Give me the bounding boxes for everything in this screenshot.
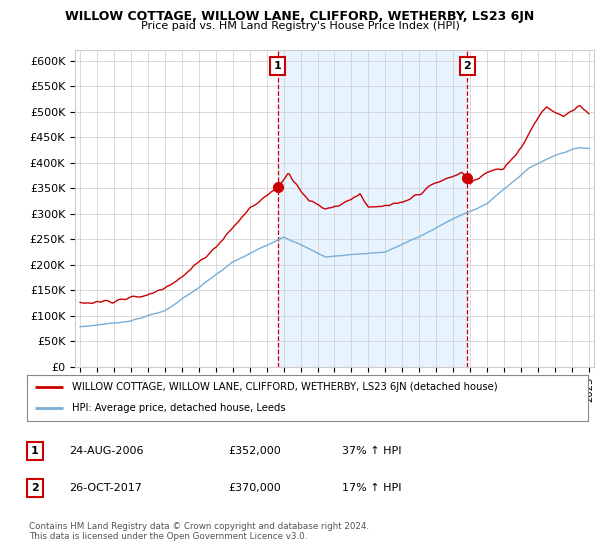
Text: Contains HM Land Registry data © Crown copyright and database right 2024.
This d: Contains HM Land Registry data © Crown c… xyxy=(29,522,369,542)
Text: 1: 1 xyxy=(31,446,38,456)
Text: WILLOW COTTAGE, WILLOW LANE, CLIFFORD, WETHERBY, LS23 6JN: WILLOW COTTAGE, WILLOW LANE, CLIFFORD, W… xyxy=(65,10,535,23)
Bar xyxy=(278,50,467,367)
Text: 24-AUG-2006: 24-AUG-2006 xyxy=(69,446,143,456)
Text: 37% ↑ HPI: 37% ↑ HPI xyxy=(342,446,401,456)
Text: 17% ↑ HPI: 17% ↑ HPI xyxy=(342,483,401,493)
Text: WILLOW COTTAGE, WILLOW LANE, CLIFFORD, WETHERBY, LS23 6JN (detached house): WILLOW COTTAGE, WILLOW LANE, CLIFFORD, W… xyxy=(72,382,497,391)
Text: 2: 2 xyxy=(463,60,471,71)
Text: Price paid vs. HM Land Registry's House Price Index (HPI): Price paid vs. HM Land Registry's House … xyxy=(140,21,460,31)
Text: 26-OCT-2017: 26-OCT-2017 xyxy=(69,483,142,493)
Text: 1: 1 xyxy=(274,60,281,71)
Text: £370,000: £370,000 xyxy=(228,483,281,493)
Text: £352,000: £352,000 xyxy=(228,446,281,456)
Text: 2: 2 xyxy=(31,483,38,493)
Text: HPI: Average price, detached house, Leeds: HPI: Average price, detached house, Leed… xyxy=(72,403,286,413)
